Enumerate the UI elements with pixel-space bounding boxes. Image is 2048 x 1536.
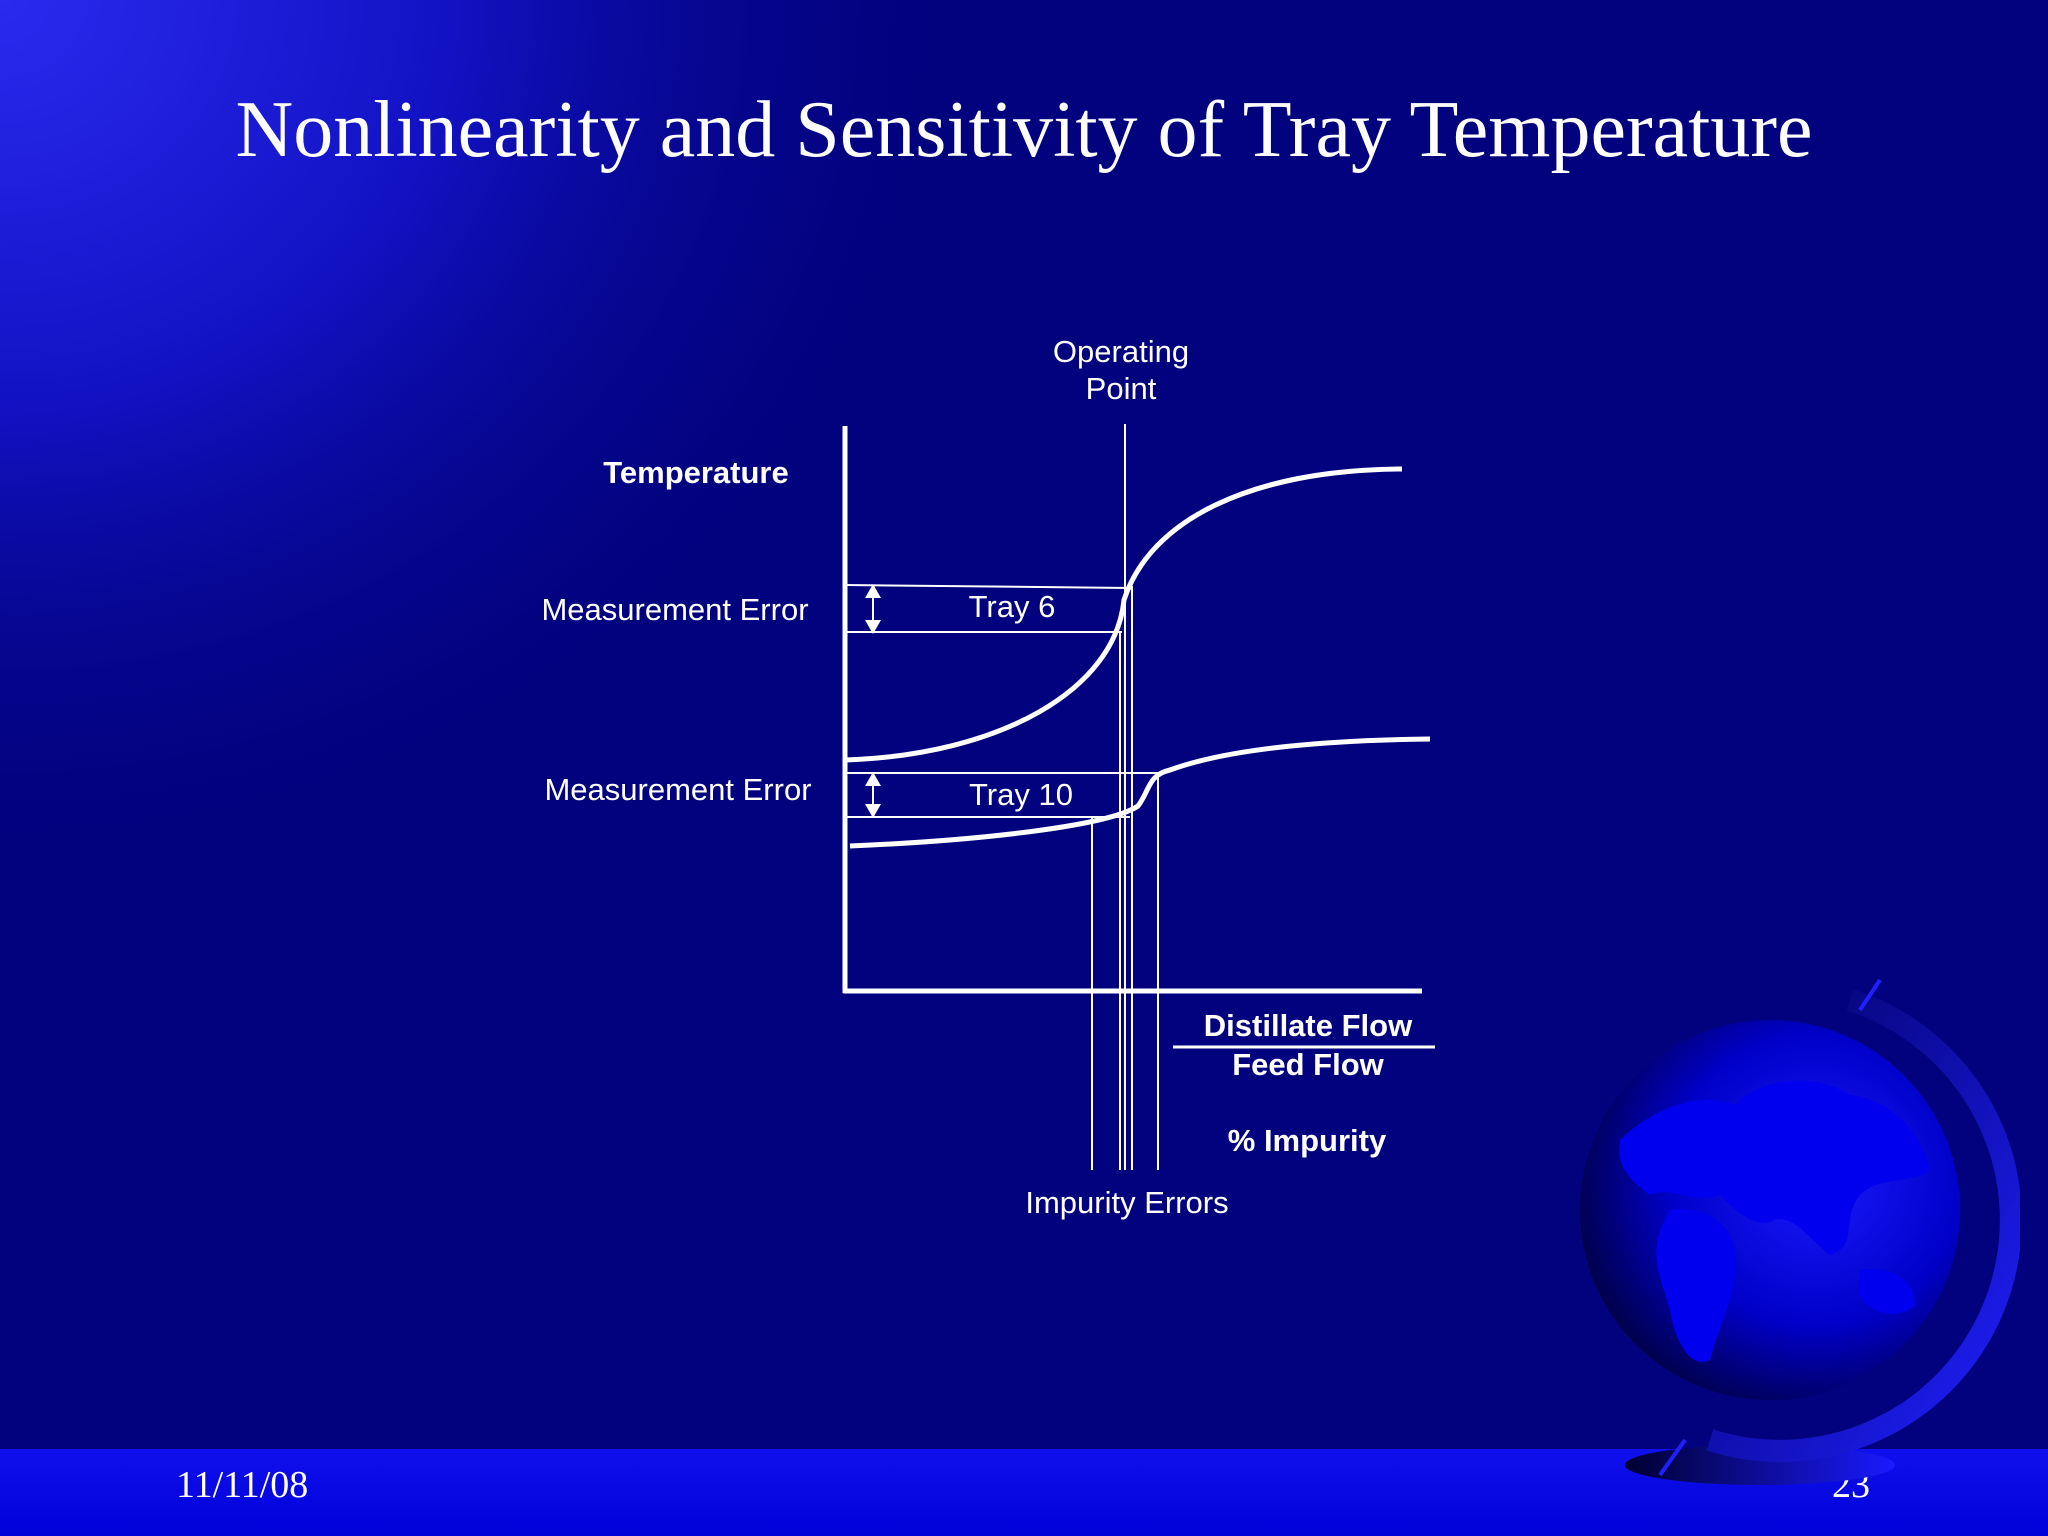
globe-icon	[1580, 978, 2020, 1485]
tray10-curve	[849, 736, 1431, 849]
double-headed-arrow-icon	[865, 772, 881, 818]
tray6-label: Tray 6	[969, 589, 1056, 624]
tray6-curve	[844, 466, 1403, 763]
x-axis-denominator-label: Feed Flow	[1232, 1047, 1384, 1082]
tray10-label: Tray 10	[969, 777, 1073, 812]
measurement-error-label: Measurement Error	[541, 592, 808, 627]
operating-point-label: Point	[1086, 371, 1157, 406]
footer-date: 11/11/08	[176, 1464, 309, 1506]
tray6-band-upper	[844, 584, 1131, 589]
impurity-errors-label: Impurity Errors	[1025, 1185, 1228, 1220]
slide-title: Nonlinearity and Sensitivity of Tray Tem…	[235, 86, 1813, 174]
y-axis-label: Temperature	[603, 455, 789, 490]
double-headed-arrow-icon	[865, 584, 881, 634]
x-axis-numerator-label: Distillate Flow	[1204, 1008, 1413, 1043]
operating-point-label: Operating	[1053, 334, 1189, 369]
x-axis-impurity-label: % Impurity	[1228, 1123, 1387, 1158]
measurement-error-label: Measurement Error	[544, 772, 811, 807]
